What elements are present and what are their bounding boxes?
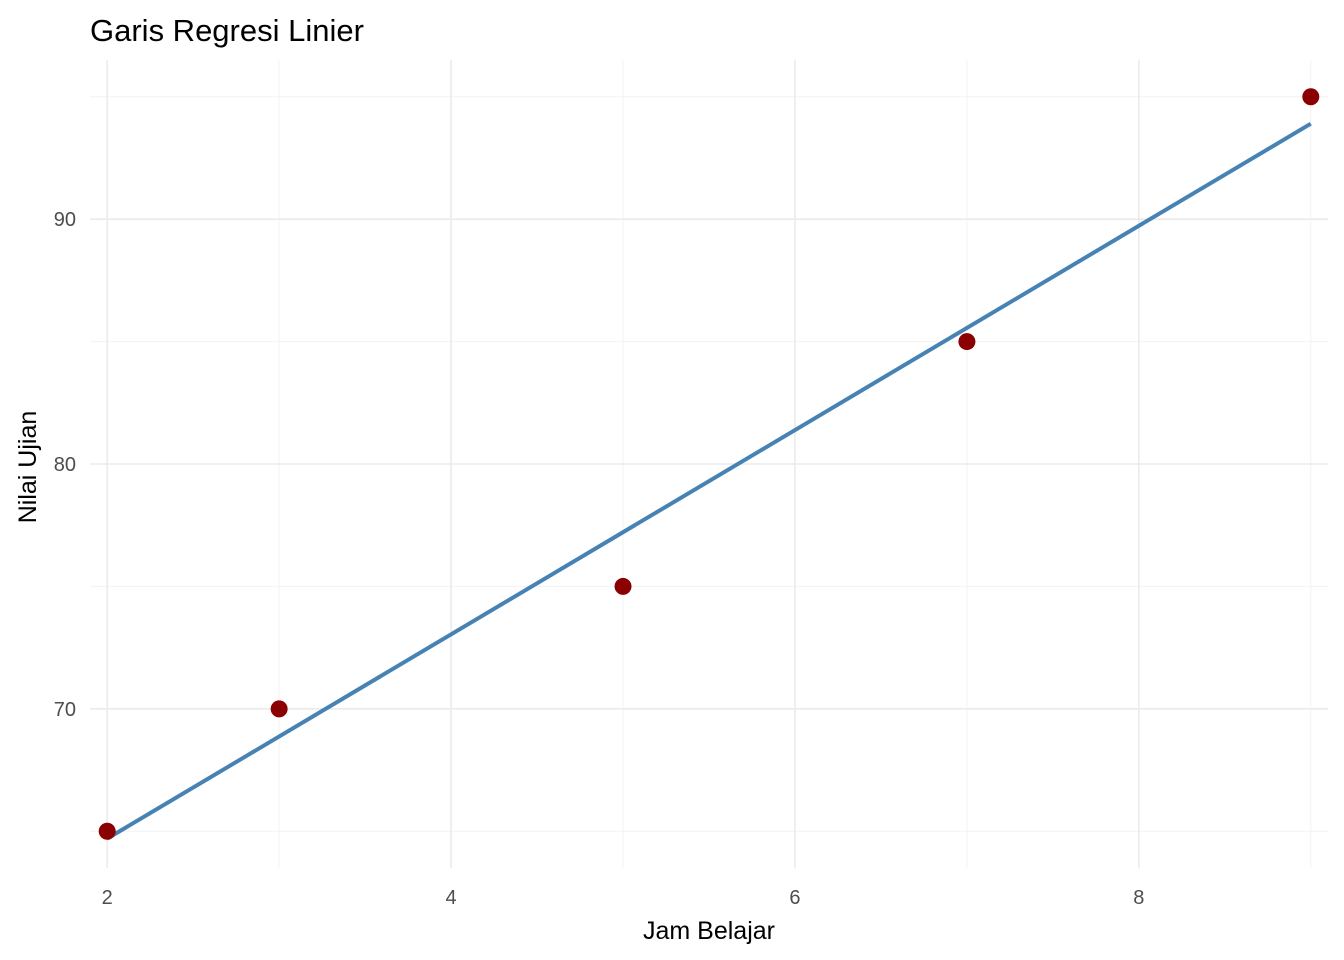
chart-title: Garis Regresi Linier	[90, 13, 364, 48]
y-axis-ticks: 70 80 90	[54, 209, 76, 721]
x-axis-ticks: 2 4 6 8	[102, 887, 1145, 909]
y-tick-label: 80	[54, 454, 76, 476]
data-point	[1302, 88, 1320, 106]
x-tick-label: 4	[446, 887, 457, 909]
data-point	[98, 822, 116, 840]
y-axis-title: Nilai Ujian	[14, 411, 42, 524]
grid	[90, 60, 1328, 868]
data-point	[270, 700, 288, 718]
x-tick-label: 6	[789, 887, 800, 909]
x-axis-title: Jam Belajar	[643, 917, 775, 945]
regression-layer	[106, 121, 1312, 841]
regression-line	[106, 121, 1312, 841]
y-tick-label: 70	[54, 699, 76, 721]
x-tick-label: 2	[102, 887, 113, 909]
y-tick-label: 90	[54, 209, 76, 231]
x-tick-label: 8	[1133, 887, 1144, 909]
points-layer	[98, 88, 1320, 840]
data-point	[614, 577, 632, 595]
data-point	[958, 333, 976, 351]
